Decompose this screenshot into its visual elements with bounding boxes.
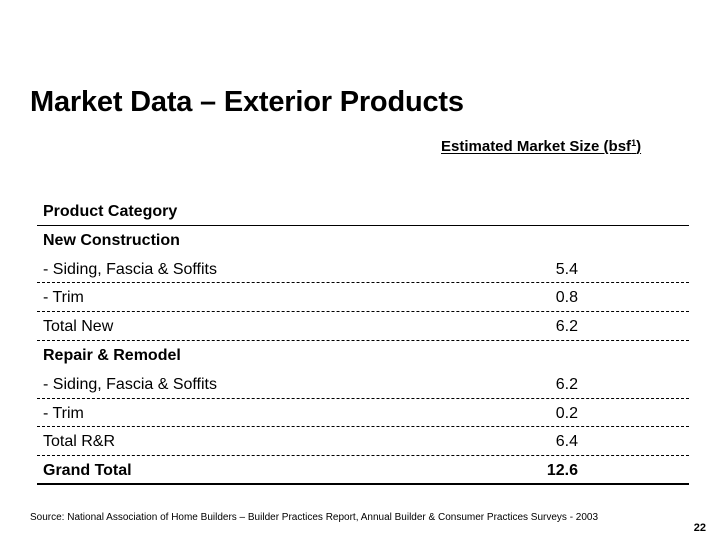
table-row: - Siding, Fascia & Soffits 6.2 (37, 370, 689, 399)
row-label: - Trim (43, 289, 84, 307)
table-header-row: Product Category (37, 197, 689, 226)
footnote-marker: 1 (631, 138, 637, 148)
market-data-table: Product Category New Construction - Sidi… (37, 197, 689, 485)
row-label: Grand Total (43, 462, 132, 480)
row-label: Total New (43, 318, 114, 336)
row-value: 6.2 (555, 375, 578, 393)
column-header-text: Estimated Market Size (bsf (441, 138, 632, 155)
row-label: New Construction (43, 231, 180, 249)
section-row-repair-remodel: Repair & Remodel (37, 341, 689, 370)
row-value: 6.2 (555, 318, 578, 336)
row-label: Repair & Remodel (43, 346, 181, 364)
slide-title: Market Data – Exterior Products (30, 86, 464, 118)
page-number: 22 (693, 522, 706, 534)
table-row: - Trim 0.2 (37, 399, 689, 428)
market-size-column-header: Estimated Market Size (bsf1) (441, 138, 641, 155)
total-row-new: Total New 6.2 (37, 312, 689, 341)
source-footnote: Source: National Association of Home Bui… (30, 512, 599, 523)
row-label: Total R&R (43, 433, 116, 451)
total-row-rr: Total R&R 6.4 (37, 427, 689, 457)
row-label: - Siding, Fascia & Soffits (43, 260, 217, 278)
row-value: 12.6 (546, 462, 578, 480)
table-row: - Siding, Fascia & Soffits 5.4 (37, 255, 689, 284)
row-value: 0.2 (555, 404, 578, 422)
row-label: - Trim (43, 404, 84, 422)
grand-total-row: Grand Total 12.6 (37, 456, 689, 485)
column-header-close: ) (636, 138, 642, 155)
row-value: 0.8 (555, 289, 578, 307)
section-row-new-construction: New Construction (37, 226, 689, 255)
row-value: 5.4 (555, 260, 578, 278)
product-category-header: Product Category (43, 203, 178, 220)
table-row: - Trim 0.8 (37, 283, 689, 313)
row-value: 6.4 (555, 433, 578, 451)
row-label: - Siding, Fascia & Soffits (43, 375, 217, 393)
